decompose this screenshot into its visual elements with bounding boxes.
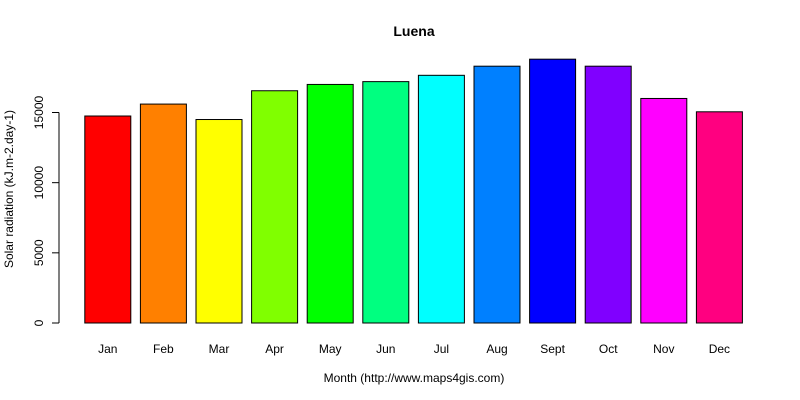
bar-feb (139, 103, 187, 324)
y-tick-label: 10000 (32, 166, 46, 200)
x-tick-label-aug: Aug (486, 342, 507, 356)
chart-title: Luena (393, 23, 434, 39)
bar-jan (84, 115, 132, 324)
bar-dec (695, 111, 743, 324)
x-tick-label-jan: Jan (98, 342, 117, 356)
bar-jul (417, 74, 465, 324)
bar-mar (195, 119, 243, 324)
bar-aug (473, 65, 521, 324)
x-axis-label: Month (http://www.maps4gis.com) (324, 371, 505, 385)
bar-may (306, 83, 354, 324)
x-tick-label-jul: Jul (434, 342, 449, 356)
y-axis: 0 5000 10000 15000 (32, 95, 60, 326)
x-tick-label-mar: Mar (209, 342, 230, 356)
y-tick-label: 15000 (32, 95, 46, 129)
y-tick-label: 0 (32, 319, 46, 326)
bar-jun (362, 81, 410, 324)
x-tick-label-sept: Sept (540, 342, 565, 356)
x-tick-label-may: May (319, 342, 342, 356)
x-tick-label-oct: Oct (599, 342, 618, 356)
y-axis-label: Solar radiation (kJ.m-2.day-1) (2, 110, 16, 268)
bar-sept (529, 58, 577, 324)
bar-apr (251, 90, 299, 324)
x-tick-label-feb: Feb (153, 342, 174, 356)
bar-oct (584, 65, 632, 324)
bars (84, 58, 743, 324)
x-tick-label-jun: Jun (376, 342, 395, 356)
y-tick-label: 5000 (32, 239, 46, 266)
bar-nov (640, 97, 688, 324)
x-tick-label-dec: Dec (709, 342, 730, 356)
x-axis-tick-labels: Jan Feb Mar Apr May Jun Jul Aug Sept Oct Nov Dec (98, 342, 730, 356)
x-tick-label-apr: Apr (265, 342, 284, 356)
x-tick-label-nov: Nov (653, 342, 674, 356)
